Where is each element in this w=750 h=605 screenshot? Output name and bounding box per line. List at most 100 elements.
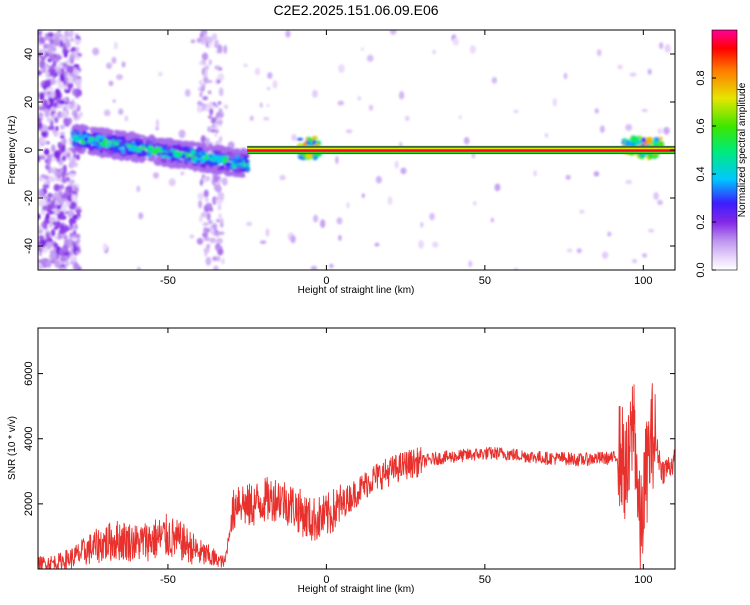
colorbar-cell xyxy=(712,194,737,197)
noise-cell xyxy=(338,64,345,73)
noise-cell xyxy=(38,117,42,123)
colorbar-cell xyxy=(712,130,737,133)
noise-cell xyxy=(54,175,59,181)
signal-cell xyxy=(237,168,243,172)
colorbar-cell xyxy=(712,216,737,219)
colorbar-tick-label: 0.4 xyxy=(695,166,707,181)
signal-cell xyxy=(188,166,195,170)
noise-cell xyxy=(203,248,210,253)
noise-cell xyxy=(418,239,424,249)
signal-cell xyxy=(149,135,154,139)
spectrogram-heatmap xyxy=(38,30,675,270)
noise-cell xyxy=(211,33,218,41)
colorbar-cell xyxy=(712,168,737,171)
noise-cell xyxy=(641,108,648,113)
signal-cell xyxy=(98,139,104,143)
colorbar-cell xyxy=(712,264,737,267)
noise-cell xyxy=(208,59,212,66)
colorbar-cell xyxy=(712,260,737,263)
noise-cell xyxy=(67,157,74,161)
noise-cell xyxy=(217,204,222,211)
noise-cell xyxy=(664,43,671,53)
colorbar-cell xyxy=(712,40,737,43)
noise-cell xyxy=(75,78,82,87)
noise-cell xyxy=(254,67,261,76)
signal-cell xyxy=(100,147,108,151)
colorbar-cell xyxy=(712,262,737,265)
noise-cell xyxy=(579,209,585,214)
noise-cell xyxy=(657,127,663,135)
noise-cell xyxy=(136,185,141,193)
colorbar-cell xyxy=(712,64,737,67)
noise-cell xyxy=(74,206,82,210)
colorbar-cell xyxy=(712,244,737,247)
colorbar-cell xyxy=(712,88,737,91)
noise-cell xyxy=(198,61,204,66)
noise-cell xyxy=(40,258,47,267)
noise-cell xyxy=(38,145,41,154)
noise-cell xyxy=(70,57,74,65)
signal-cell xyxy=(114,139,122,143)
colorbar-cell xyxy=(712,68,737,71)
noise-cell xyxy=(73,64,80,68)
noise-cell xyxy=(61,137,66,146)
noise-cell xyxy=(452,37,459,46)
noise-cell xyxy=(394,160,399,169)
noise-cell xyxy=(52,74,56,79)
noise-cell xyxy=(152,172,160,179)
colorbar-ticks: 0.0 0.2 0.4 0.6 0.8 xyxy=(695,70,716,278)
noise-cell xyxy=(43,43,49,50)
noise-cell xyxy=(632,259,638,264)
noise-cell xyxy=(213,265,219,270)
noise-cell xyxy=(576,248,582,254)
colorbar-cell xyxy=(712,248,737,251)
spectrogram-xtick-label: -50 xyxy=(160,275,176,287)
noise-cell xyxy=(76,154,80,161)
signal-cell xyxy=(133,153,138,157)
noise-cell xyxy=(420,222,424,228)
signal-cell xyxy=(213,168,218,174)
signal-cell xyxy=(178,147,184,153)
colorbar-cell xyxy=(712,112,737,115)
noise-cell xyxy=(203,227,208,234)
noise-cell xyxy=(313,214,319,223)
signal-cell xyxy=(244,159,249,164)
noise-cell xyxy=(55,55,62,61)
signal-cell xyxy=(211,158,217,163)
noise-cell xyxy=(39,92,45,101)
noise-cell xyxy=(198,215,203,223)
noise-cell xyxy=(201,52,209,61)
signal-cell xyxy=(146,153,153,158)
noise-cell xyxy=(601,251,609,259)
noise-cell xyxy=(111,56,117,64)
noise-cell xyxy=(112,99,117,103)
noise-cell xyxy=(625,124,633,131)
signal-cell xyxy=(75,146,83,151)
noise-cell xyxy=(118,108,124,115)
noise-cell xyxy=(70,47,77,52)
noise-cell xyxy=(246,221,253,226)
signal-cell xyxy=(134,134,142,139)
snr-ytick-label: 4000 xyxy=(23,426,35,450)
signal-cell xyxy=(130,157,138,163)
colorbar-cell xyxy=(712,268,737,271)
snr-frame xyxy=(37,327,676,570)
noise-cell xyxy=(42,183,50,189)
colorbar-cell xyxy=(712,150,737,153)
noise-cell xyxy=(629,72,637,77)
noise-cell xyxy=(346,202,350,209)
noise-cell xyxy=(593,171,600,177)
noise-cell xyxy=(471,153,476,159)
noise-cell xyxy=(202,222,210,227)
signal-cell xyxy=(210,146,215,152)
colorbar-cell xyxy=(712,128,737,131)
noise-cell xyxy=(53,183,61,192)
noise-cell xyxy=(48,66,55,70)
noise-cell xyxy=(70,257,77,262)
noise-cell xyxy=(599,125,605,133)
signal-cell xyxy=(219,146,225,150)
signal-cell xyxy=(193,165,199,169)
noise-cell xyxy=(53,131,59,137)
noise-cell xyxy=(53,225,59,230)
